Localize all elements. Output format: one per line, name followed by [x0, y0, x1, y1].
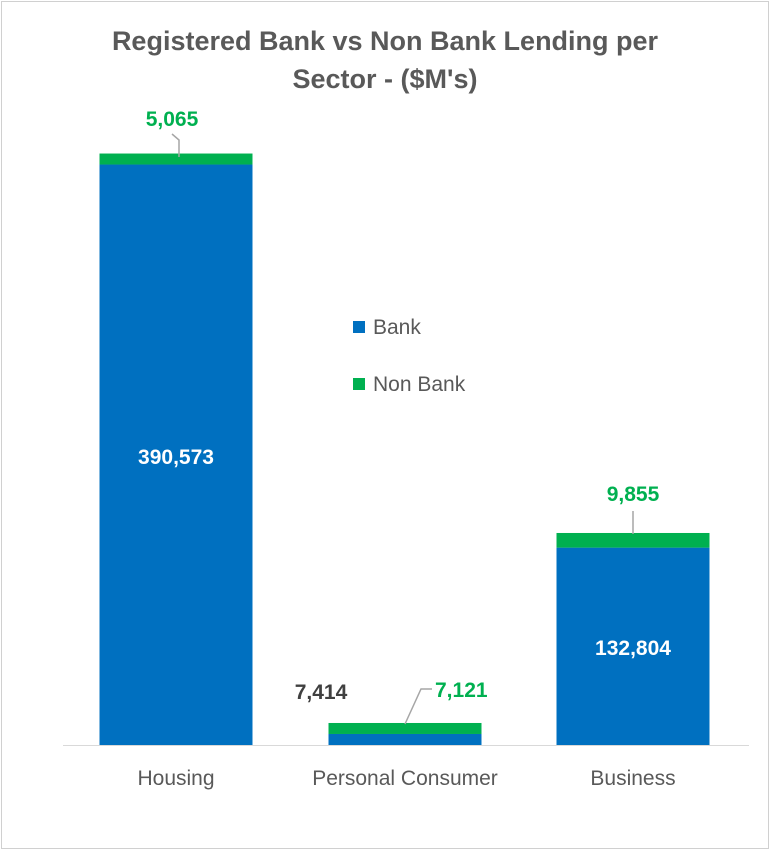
bar-bank-2: [556, 547, 710, 745]
legend-swatch-bank: [353, 321, 365, 333]
legend-swatch-nonbank: [353, 378, 365, 390]
label-nonbank-personal: 7,121: [435, 679, 488, 702]
bar-bank-1: [328, 733, 482, 745]
bar-nonbank-2: [556, 532, 710, 548]
x-tick-label-0: Housing: [137, 767, 214, 790]
label-bank-business: 132,804: [595, 637, 671, 660]
bar-bank-0: [99, 164, 253, 745]
bar-nonbank-0: [99, 153, 253, 165]
label-nonbank-housing: 5,065: [146, 108, 199, 131]
legend-label-nonbank: Non Bank: [373, 373, 466, 396]
chart-title-line2: Sector - ($M's): [292, 64, 478, 94]
chart-title: Registered Bank vs Non Bank Lending per …: [0, 22, 770, 98]
leader-line-housing: [171, 133, 180, 157]
legend-label-bank: Bank: [373, 316, 421, 339]
label-bank-housing: 390,573: [138, 446, 214, 469]
label-nonbank-business: 9,855: [607, 483, 660, 506]
label-bank-personal: 7,414: [295, 681, 348, 704]
bar-nonbank-1: [328, 722, 482, 734]
x-tick-label-1: Personal Consumer: [312, 767, 498, 790]
chart-title-line1: Registered Bank vs Non Bank Lending per: [111, 26, 659, 56]
x-tick-label-2: Business: [590, 767, 675, 790]
leader-line-personal: [404, 688, 432, 725]
